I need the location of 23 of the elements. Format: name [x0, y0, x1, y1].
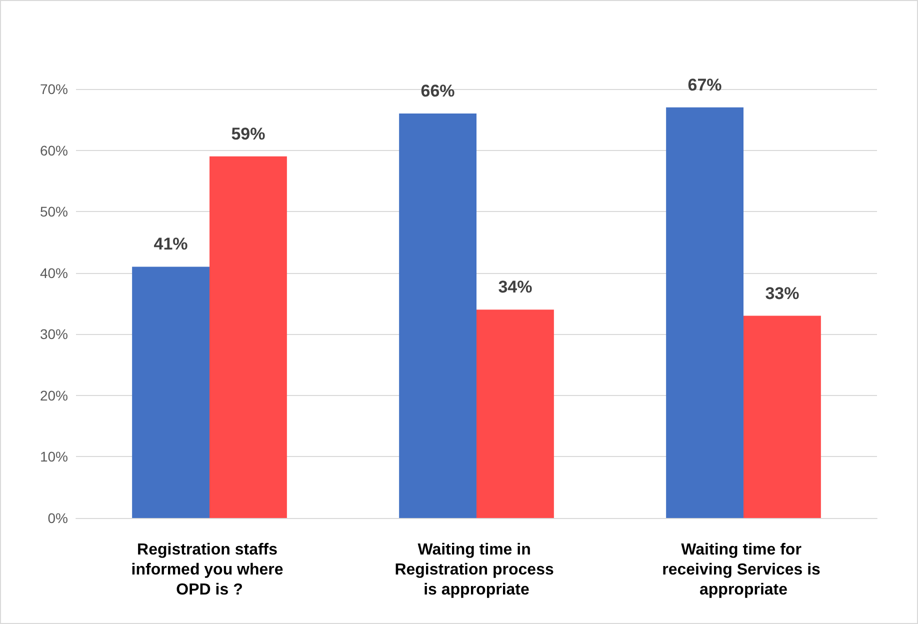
data-label: 66%: [420, 82, 455, 101]
bar: [744, 316, 821, 518]
x-tick-label: Registration staffs informed you where OPD is ?: [131, 542, 288, 598]
y-tick-label: 10%: [40, 448, 68, 465]
bar: [666, 107, 744, 518]
data-label: 59%: [231, 124, 266, 144]
data-label: 33%: [765, 284, 800, 303]
data-label: 41%: [154, 234, 188, 254]
bar: [210, 156, 287, 518]
y-tick-label: 30%: [40, 326, 68, 342]
y-tick-label: 50%: [40, 204, 68, 220]
x-tick-label: Waiting time for receiving Services is appropriate: [662, 542, 825, 598]
bar: [399, 114, 476, 518]
y-tick-label: 20%: [40, 387, 68, 404]
y-tick-label: 60%: [40, 142, 68, 158]
bar: [132, 266, 210, 518]
y-tick-label: 70%: [40, 81, 68, 97]
x-tick-label: Waiting time in Registration process is appropriate: [394, 542, 558, 598]
bar: [476, 310, 554, 518]
y-tick-label: 40%: [40, 264, 68, 281]
y-tick-label: 0%: [48, 510, 68, 526]
data-label: 67%: [688, 75, 722, 94]
data-label: 34%: [498, 278, 532, 297]
